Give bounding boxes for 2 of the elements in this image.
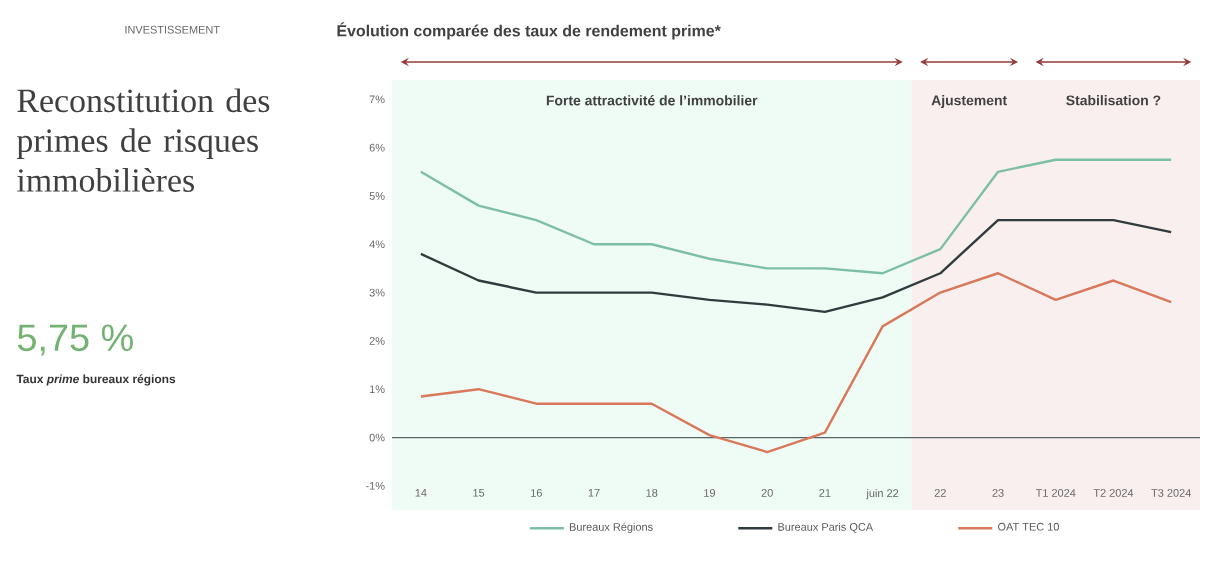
text: Reconstitution des primes de risques immobilières <box>16 88 270 192</box>
text: 5,75 % <box>17 324 133 356</box>
